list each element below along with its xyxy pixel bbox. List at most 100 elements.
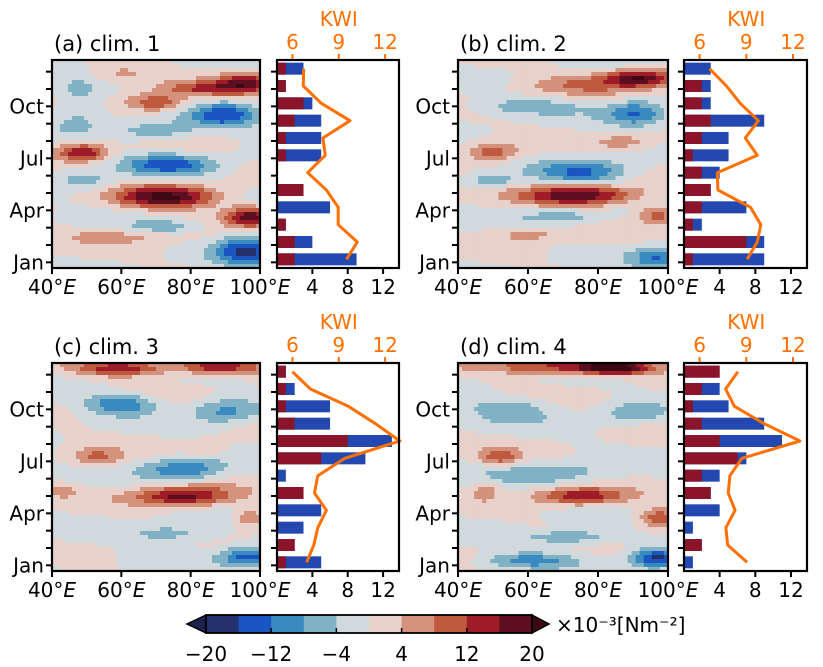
heatmap-cell — [112, 140, 117, 145]
heatmap-cell — [591, 152, 596, 157]
heatmap-cell — [534, 256, 540, 261]
heatmap-cell — [534, 208, 540, 213]
heatmap-cell — [575, 168, 580, 173]
heatmap-cell — [80, 108, 85, 113]
heatmap-cell — [120, 264, 125, 269]
heatmap-cell — [603, 208, 609, 213]
heatmap-cell — [554, 68, 560, 73]
heatmap-cell — [595, 144, 600, 149]
heatmap-cell — [510, 164, 516, 169]
heatmap-cell — [72, 172, 77, 177]
heatmap-cell — [120, 124, 125, 129]
heatmap-cell — [502, 244, 508, 249]
heatmap-cell — [136, 160, 141, 165]
heatmap-cell — [462, 248, 467, 253]
heatmap-cell — [611, 80, 617, 85]
heatmap-cell — [615, 208, 621, 213]
heatmap-cell — [108, 192, 113, 197]
heatmap-cell — [200, 220, 205, 225]
heatmap-cell — [168, 224, 173, 229]
heatmap-cell — [575, 152, 580, 157]
heatmap-cell — [603, 128, 609, 133]
heatmap-cell — [88, 140, 93, 145]
heatmap-cell — [583, 88, 588, 93]
heatmap-cell — [514, 244, 520, 249]
heatmap-cell — [244, 132, 249, 137]
heatmap-cell — [68, 132, 73, 137]
heatmap-cell — [116, 140, 121, 145]
x-tick-label: 100°E — [230, 275, 291, 299]
heatmap-cell — [510, 232, 516, 237]
heatmap-cell — [188, 236, 193, 241]
heatmap-cell — [200, 140, 205, 145]
heatmap-cell — [538, 204, 544, 209]
heatmap-cell — [152, 108, 157, 113]
heatmap-cell — [534, 232, 540, 237]
heatmap-cell — [466, 72, 471, 77]
heatmap-cell — [458, 140, 463, 145]
heatmap-cell — [96, 176, 101, 181]
heatmap-cell — [232, 256, 237, 261]
heatmap-cell — [607, 256, 613, 261]
heatmap-cell — [506, 96, 512, 101]
heatmap-cell — [120, 192, 125, 197]
heatmap-cell — [228, 216, 233, 221]
heatmap-cell — [567, 256, 572, 261]
heatmap-cell — [80, 88, 85, 93]
heatmap-cell — [204, 232, 209, 237]
heatmap-cell — [236, 196, 241, 201]
heatmap-cell — [192, 80, 197, 85]
heatmap-cell — [615, 264, 621, 269]
heatmap-cell — [104, 200, 109, 205]
heatmap-cell — [220, 92, 225, 97]
heatmap-cell — [502, 104, 508, 109]
heatmap-cell — [172, 180, 177, 185]
heatmap-cell — [128, 68, 133, 73]
heatmap-cell — [252, 256, 257, 261]
heatmap-cell — [510, 264, 516, 269]
heatmap-cell — [212, 176, 217, 181]
heatmap-cell — [563, 200, 568, 205]
heatmap-cell — [68, 120, 73, 125]
heatmap-cell — [116, 104, 121, 109]
heatmap-cell — [52, 172, 57, 177]
heatmap-cell — [208, 252, 213, 257]
heatmap-cell — [490, 76, 495, 81]
heatmap-cell — [96, 208, 101, 213]
heatmap-cell — [591, 156, 596, 161]
heatmap-cell — [482, 144, 487, 149]
heatmap-cell — [583, 220, 588, 225]
heatmap-cell — [563, 60, 568, 65]
heatmap-cell — [64, 244, 69, 249]
heatmap-cell — [619, 160, 625, 165]
heatmap-cell — [156, 232, 161, 237]
heatmap-cell — [587, 92, 592, 97]
heatmap-cell — [188, 88, 193, 93]
heatmap-cell — [490, 140, 495, 145]
heatmap-cell — [220, 248, 225, 253]
heatmap-cell — [72, 96, 77, 101]
heatmap-cell — [458, 184, 463, 189]
heatmap-cell — [567, 116, 572, 121]
heatmap-cell — [240, 164, 245, 169]
heatmap-cell — [176, 96, 181, 101]
heatmap-cell — [607, 204, 613, 209]
heatmap-cell — [558, 168, 564, 173]
heatmap-cell — [148, 204, 153, 209]
heatmap-cell — [244, 80, 249, 85]
heatmap-cell — [208, 188, 213, 193]
heatmap-cell — [132, 168, 137, 173]
heatmap-cell — [554, 80, 560, 85]
heatmap-cell — [204, 248, 209, 253]
heatmap-cell — [188, 144, 193, 149]
heatmap-cell — [156, 248, 161, 253]
heatmap-cell — [152, 220, 157, 225]
heatmap-cell — [108, 72, 113, 77]
heatmap-cell — [256, 140, 261, 145]
heatmap-cell — [96, 168, 101, 173]
heatmap-cell — [458, 132, 463, 137]
heatmap-cell — [619, 80, 625, 85]
heatmap-cell — [462, 132, 467, 137]
heatmap-cell — [486, 64, 491, 69]
heatmap-cell — [563, 212, 568, 217]
